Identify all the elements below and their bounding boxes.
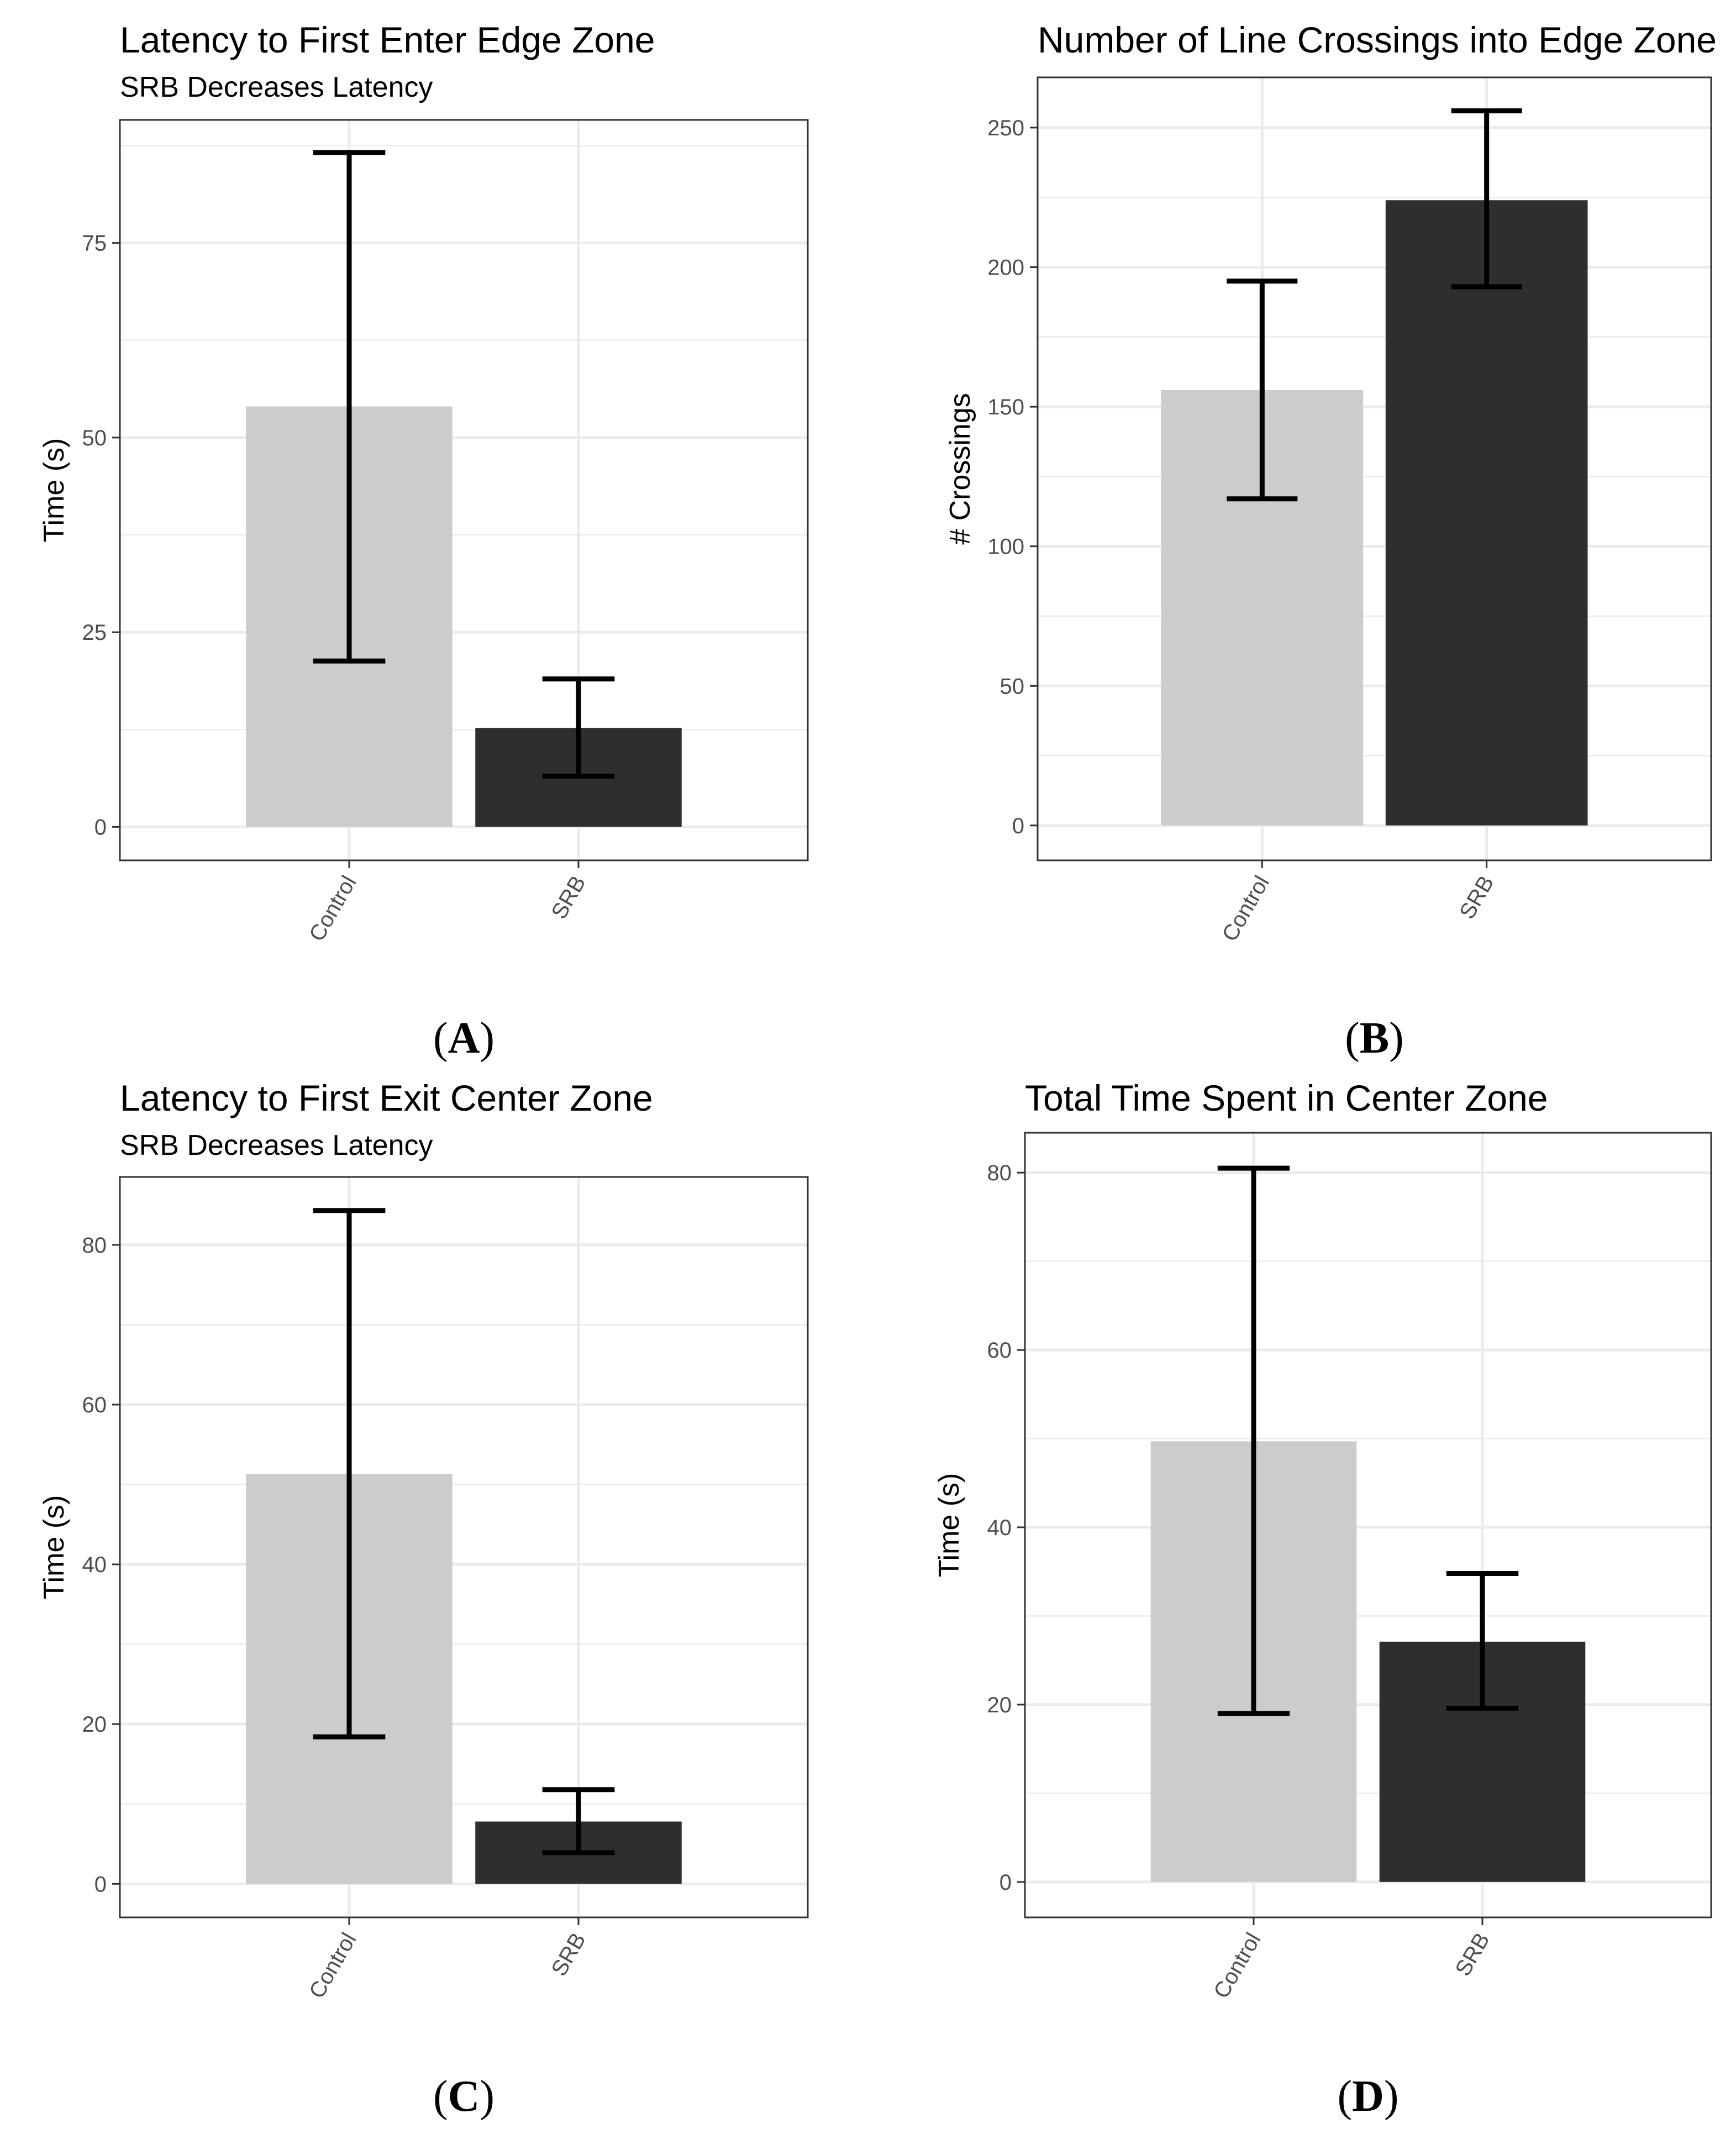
y-tick-label: 50 bbox=[82, 426, 107, 450]
chart-panel-c: Latency to First Exit Center Zone SRB Dec… bbox=[38, 1077, 809, 2121]
chart-title: Latency to First Enter Edge Zone bbox=[120, 19, 655, 60]
panel-letter-label: (C) bbox=[433, 2072, 495, 2121]
chart-title: Number of Line Crossings into Edge Zone bbox=[1038, 19, 1717, 60]
chart-panel-b: Number of Line Crossings into Edge Zone 0… bbox=[944, 19, 1717, 1063]
y-tick-label: 0 bbox=[1012, 814, 1024, 838]
plot-panel bbox=[1038, 77, 1711, 860]
panel-border bbox=[119, 1176, 809, 1919]
x-tick-label-control: Control bbox=[1218, 872, 1275, 946]
y-tick-label: 250 bbox=[987, 116, 1024, 140]
chart-panel-d: Total Time Spent in Center Zone 0 20 40 60 80… bbox=[933, 1077, 1712, 2121]
panel-letter-label: (D) bbox=[1337, 2072, 1398, 2121]
panel-letter-paren-close: ) bbox=[480, 2072, 495, 2121]
panel-letter-paren-close: ) bbox=[480, 1014, 495, 1063]
y-tick-label: 150 bbox=[987, 395, 1024, 419]
errorbar-control bbox=[1227, 278, 1298, 502]
y-tick-label: 60 bbox=[987, 1338, 1012, 1363]
chart-subtitle: SRB Decreases Latency bbox=[120, 71, 433, 103]
x-tick-label-control: Control bbox=[1209, 1929, 1266, 2003]
panel-letter-label: (B) bbox=[1345, 1014, 1404, 1063]
panel-letter-paren-open: ( bbox=[1345, 1014, 1360, 1063]
chart-subtitle: SRB Decreases Latency bbox=[120, 1129, 433, 1161]
errorbar-control bbox=[313, 1208, 386, 1739]
y-axis-label: # Crossings bbox=[944, 393, 976, 545]
errorbar-control bbox=[313, 150, 386, 664]
chart-title: Latency to First Exit Center Zone bbox=[120, 1077, 653, 1118]
y-tick-label: 20 bbox=[987, 1693, 1012, 1717]
panel-border bbox=[1024, 1132, 1712, 1919]
y-tick-label: 200 bbox=[987, 256, 1024, 280]
y-axis-label: Time (s) bbox=[38, 438, 70, 543]
y-tick-label: 20 bbox=[82, 1712, 107, 1737]
y-tick-label: 0 bbox=[999, 1870, 1012, 1895]
panel-border bbox=[119, 119, 809, 861]
y-tick-label: 25 bbox=[82, 621, 107, 645]
y-axis-label: Time (s) bbox=[933, 1473, 965, 1578]
x-tick-label-srb: SRB bbox=[547, 872, 591, 923]
panel-letter-paren-open: ( bbox=[1337, 2072, 1352, 2121]
errorbar-srb bbox=[1446, 1570, 1519, 1711]
panel-letter-paren-close: ) bbox=[1384, 2072, 1399, 2121]
plot-panel bbox=[120, 1177, 808, 1917]
panel-letter-paren-close: ) bbox=[1389, 1014, 1404, 1063]
bar-srb bbox=[1385, 200, 1588, 826]
x-tick-label-control: Control bbox=[304, 872, 361, 946]
y-tick-label: 0 bbox=[94, 1872, 107, 1896]
x-tick-label-control: Control bbox=[304, 1929, 361, 2003]
y-tick-label: 80 bbox=[82, 1233, 107, 1258]
y-tick-label: 0 bbox=[94, 815, 107, 839]
panel-letter: C bbox=[448, 2072, 480, 2121]
x-tick-label-srb: SRB bbox=[1455, 872, 1498, 923]
chart-panel-a: Latency to First Enter Edge Zone SRB Decr… bbox=[38, 19, 809, 1063]
errorbar-srb bbox=[542, 676, 615, 779]
chart-title: Total Time Spent in Center Zone bbox=[1025, 1077, 1548, 1118]
y-tick-label: 40 bbox=[987, 1516, 1012, 1540]
panel-letter: A bbox=[448, 1014, 480, 1063]
y-tick-label: 60 bbox=[82, 1393, 107, 1417]
x-tick-label-srb: SRB bbox=[547, 1929, 591, 1980]
errorbar-srb bbox=[542, 1787, 615, 1856]
errorbar-srb bbox=[1451, 108, 1522, 290]
y-axis-label: Time (s) bbox=[38, 1495, 70, 1600]
panel-letter: B bbox=[1360, 1014, 1389, 1063]
y-tick-label: 80 bbox=[987, 1161, 1012, 1185]
panel-letter-label: (A) bbox=[433, 1014, 495, 1063]
plot-panel bbox=[1025, 1133, 1711, 1917]
errorbar-control bbox=[1217, 1165, 1290, 1716]
y-tick-label: 100 bbox=[987, 535, 1024, 559]
panel-border bbox=[1037, 76, 1712, 861]
plot-panel bbox=[120, 120, 808, 860]
y-tick-label: 75 bbox=[82, 232, 107, 256]
panel-letter-paren-open: ( bbox=[433, 1014, 448, 1063]
y-tick-label: 40 bbox=[82, 1553, 107, 1577]
panel-letter: D bbox=[1352, 2072, 1384, 2121]
x-tick-label-srb: SRB bbox=[1451, 1929, 1495, 1980]
y-tick-label: 50 bbox=[1000, 674, 1025, 698]
panel-letter-paren-open: ( bbox=[433, 2072, 448, 2121]
